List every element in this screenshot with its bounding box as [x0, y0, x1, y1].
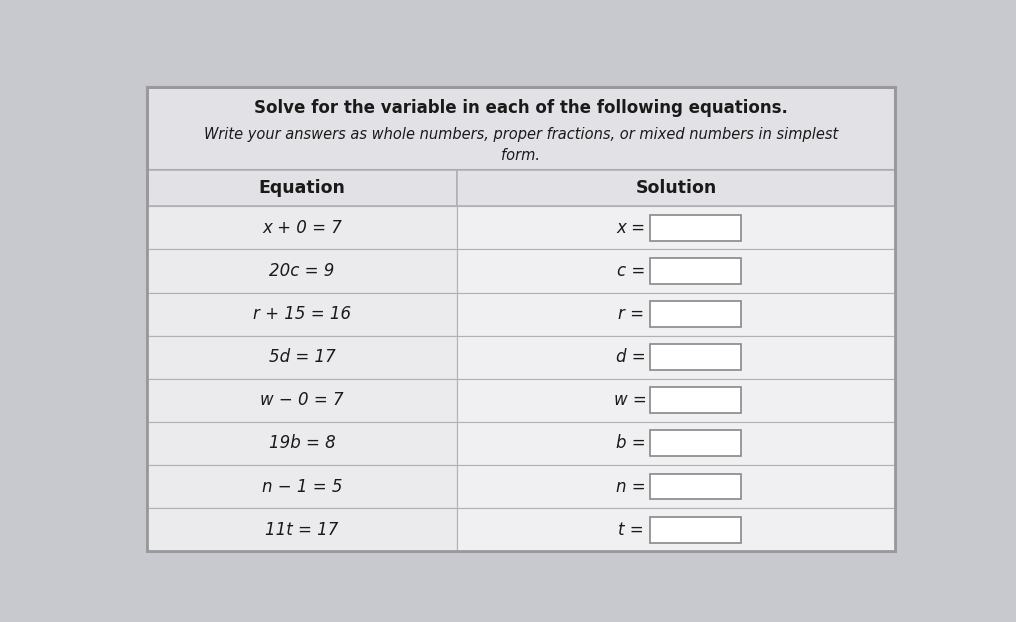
Bar [146, 465, 457, 508]
Bar [146, 170, 457, 207]
Bar [146, 379, 457, 422]
Bar [650, 258, 741, 284]
Text: t =: t = [618, 521, 643, 539]
Text: x + 0 = 7: x + 0 = 7 [262, 219, 341, 237]
Text: c =: c = [617, 262, 645, 280]
Bar [650, 430, 741, 457]
Bar [457, 422, 895, 465]
Bar [146, 336, 457, 379]
Bar [650, 517, 741, 542]
Text: Solve for the variable in each of the following equations.: Solve for the variable in each of the fo… [254, 98, 787, 116]
Text: d =: d = [616, 348, 645, 366]
Bar [650, 345, 741, 370]
Text: 5d = 17: 5d = 17 [268, 348, 335, 366]
Text: r + 15 = 16: r + 15 = 16 [253, 305, 351, 323]
Bar [457, 508, 895, 551]
Bar [457, 170, 895, 207]
Bar [457, 292, 895, 336]
Bar [650, 388, 741, 413]
Text: 11t = 17: 11t = 17 [265, 521, 338, 539]
Text: r =: r = [618, 305, 644, 323]
Text: b =: b = [616, 434, 645, 452]
Text: n − 1 = 5: n − 1 = 5 [262, 478, 342, 496]
Text: x =: x = [616, 219, 645, 237]
Bar [650, 473, 741, 499]
Text: Write your answers as whole numbers, proper fractions, or mixed numbers in simpl: Write your answers as whole numbers, pro… [203, 127, 838, 142]
Bar [457, 379, 895, 422]
Bar [457, 207, 895, 249]
Bar [457, 249, 895, 292]
Bar [650, 301, 741, 327]
Bar [146, 508, 457, 551]
Text: 20c = 9: 20c = 9 [269, 262, 334, 280]
Text: w − 0 = 7: w − 0 = 7 [260, 391, 343, 409]
Text: w =: w = [615, 391, 647, 409]
Text: n =: n = [616, 478, 645, 496]
Bar [146, 422, 457, 465]
Bar [457, 336, 895, 379]
Bar [650, 215, 741, 241]
Bar [146, 249, 457, 292]
Bar [457, 465, 895, 508]
Text: Solution: Solution [635, 179, 716, 197]
Text: 19b = 8: 19b = 8 [268, 434, 335, 452]
Bar [146, 207, 457, 249]
Text: Equation: Equation [258, 179, 345, 197]
Bar [146, 86, 895, 170]
Text: form.: form. [501, 148, 541, 163]
Bar [146, 292, 457, 336]
